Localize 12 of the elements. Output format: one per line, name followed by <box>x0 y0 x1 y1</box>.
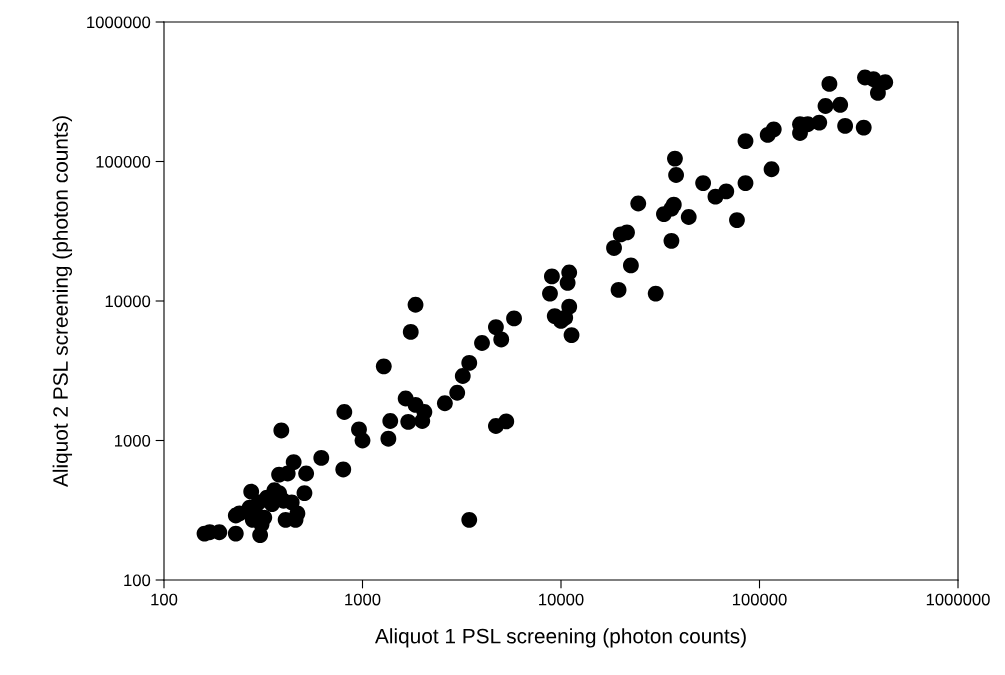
y-tick-label: 1000 <box>115 434 151 447</box>
x-tick-label: 100 <box>151 593 178 606</box>
x-tick-label: 10000 <box>539 593 584 606</box>
y-tick-label: 100 <box>124 574 151 587</box>
x-tick-label: 1000000 <box>926 593 990 606</box>
x-tick-label: 1000 <box>345 593 381 606</box>
x-tick-label: 100000 <box>732 593 787 606</box>
y-tick-label: 100000 <box>96 155 151 168</box>
y-tick-label: 10000 <box>105 295 151 308</box>
y-axis-title: Aliquot 2 PSL screening (photon counts) <box>52 116 73 488</box>
y-tick-label: 1000000 <box>87 16 151 29</box>
x-axis-title: Aliquot 1 PSL screening (photon counts) <box>374 628 746 648</box>
